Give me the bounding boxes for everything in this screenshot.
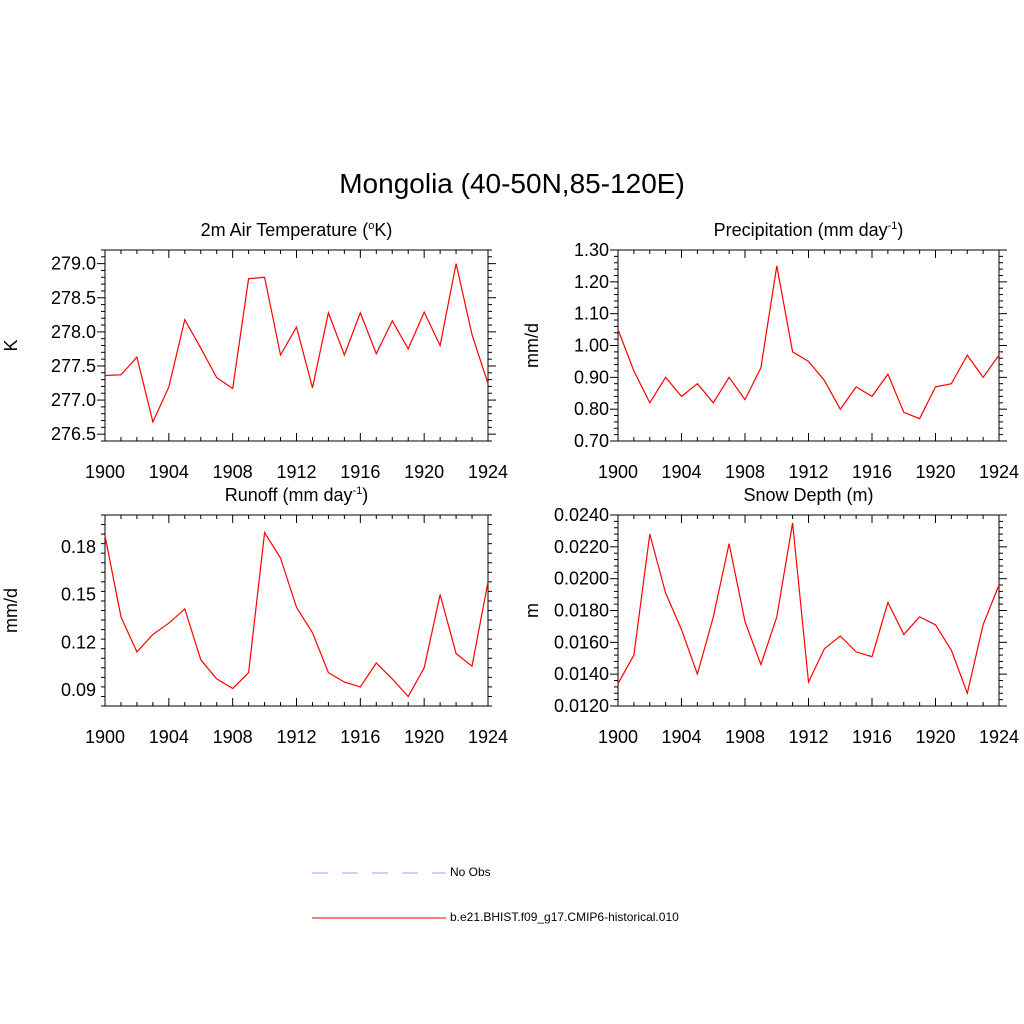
y-tick-label: 0.15 [61, 585, 96, 605]
x-tick-label: 1912 [788, 462, 828, 482]
y-tick-label: 1.10 [574, 304, 609, 324]
panel-1: 1900 1904 1908 1912 1916 1920 1924 276.5 277.0 27… [1, 220, 508, 482]
x-tick-label: 1908 [213, 727, 253, 747]
y-tick-label: 0.0140 [554, 664, 609, 684]
x-tick-label: 1912 [276, 727, 316, 747]
panel-2: 1900 1904 1908 1912 1916 1920 1924 0.70 0.80 0.90… [522, 220, 1019, 482]
panel-title-superscript: -1 [888, 220, 898, 232]
y-axis-label: K [1, 339, 21, 351]
x-tick-label: 1916 [852, 462, 892, 482]
x-tick-label: 1916 [340, 462, 380, 482]
x-tick-label: 1924 [979, 727, 1019, 747]
x-tick-label: 1920 [404, 462, 444, 482]
x-tick-label: 1920 [404, 727, 444, 747]
y-tick-label: 1.30 [574, 240, 609, 260]
panel-4: 1900 1904 1908 1912 1916 1920 1924 0.0120 0.0140… [522, 485, 1019, 747]
y-tick-label: 0.0180 [554, 601, 609, 621]
y-tick-label: 0.0220 [554, 537, 609, 557]
y-tick-label: 1.00 [574, 336, 609, 356]
x-tick-label: 1920 [915, 462, 955, 482]
x-tick-label: 1904 [149, 727, 189, 747]
y-tick-label: 0.12 [61, 632, 96, 652]
x-tick-label: 1900 [85, 727, 125, 747]
panel-title-text: Runoff (mm day [225, 485, 353, 505]
y-tick-label: 276.5 [51, 424, 96, 444]
x-tick-label: 1916 [852, 727, 892, 747]
x-tick-label: 1900 [598, 462, 638, 482]
legend-obs-label: No Obs [450, 865, 491, 879]
panel-title-text: Precipitation (mm day [714, 220, 888, 240]
panel-title-suffix: ) [897, 220, 903, 240]
panel-title-suffix: K) [374, 220, 392, 240]
x-tick-label: 1924 [979, 462, 1019, 482]
x-tick-label: 1908 [725, 462, 765, 482]
y-tick-label: 278.0 [51, 322, 96, 342]
x-tick-label: 1904 [661, 727, 701, 747]
y-tick-label: 1.20 [574, 272, 609, 292]
y-tick-label: 278.5 [51, 288, 96, 308]
panel-title: Snow Depth (m) [743, 485, 873, 505]
x-tick-label: 1924 [468, 462, 508, 482]
x-tick-label: 1908 [213, 462, 253, 482]
x-tick-label: 1900 [598, 727, 638, 747]
series-line [104, 530, 489, 698]
y-tick-label: 0.18 [61, 537, 96, 557]
y-tick-label: 277.0 [51, 390, 96, 410]
x-tick-label: 1900 [85, 462, 125, 482]
y-tick-label: 0.0240 [554, 505, 609, 525]
panel-3: 1900 1904 1908 1912 1916 1920 1924 0.09 0.12 0.15… [1, 485, 508, 747]
y-tick-label: 0.70 [574, 431, 609, 451]
x-tick-label: 1912 [788, 727, 828, 747]
y-axis-label: mm/d [1, 588, 21, 633]
y-tick-label: 277.5 [51, 356, 96, 376]
y-axis-label: mm/d [522, 323, 542, 368]
y-tick-label: 0.09 [61, 680, 96, 700]
x-tick-label: 1920 [915, 727, 955, 747]
panel-title-text: 2m Air Temperature ( [201, 220, 369, 240]
series-line [104, 263, 489, 424]
y-tick-label: 0.0200 [554, 569, 609, 589]
legend-model-label: b.e21.BHIST.f09_g17.CMIP6-historical.010 [450, 910, 679, 924]
y-axis-label: m [522, 603, 542, 618]
figure-title: Mongolia (40-50N,85-120E) [339, 168, 685, 199]
x-tick-label: 1904 [149, 462, 189, 482]
panel-title: Runoff (mm day-1) [225, 485, 369, 505]
panel-title-superscript: -1 [352, 485, 362, 497]
x-tick-label: 1904 [661, 462, 701, 482]
y-tick-label: 0.0160 [554, 632, 609, 652]
panel-title-text: Snow Depth (m) [743, 485, 873, 505]
y-tick-label: 0.0120 [554, 696, 609, 716]
panel-title-suffix: ) [362, 485, 368, 505]
x-tick-label: 1924 [468, 727, 508, 747]
panel-title-superscript: o [368, 220, 374, 232]
series-line [617, 265, 1000, 420]
x-tick-label: 1916 [340, 727, 380, 747]
panel-title: Precipitation (mm day-1) [714, 220, 904, 240]
x-tick-label: 1908 [725, 727, 765, 747]
y-tick-label: 0.80 [574, 399, 609, 419]
x-tick-label: 1912 [276, 462, 316, 482]
series-line [617, 522, 1000, 696]
y-tick-label: 0.90 [574, 367, 609, 387]
y-tick-label: 279.0 [51, 254, 96, 274]
panel-title: 2m Air Temperature (oK) [201, 220, 393, 240]
